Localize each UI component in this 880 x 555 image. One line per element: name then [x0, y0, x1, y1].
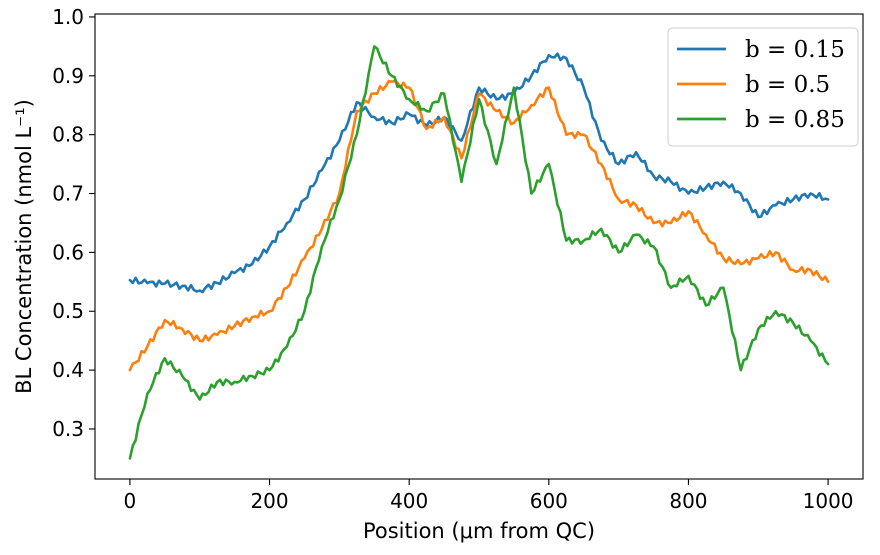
y-tick-label: 0.8	[52, 123, 84, 147]
x-tick-label: 1000	[803, 489, 854, 513]
x-tick-label: 600	[530, 489, 568, 513]
x-tick-label: 0	[124, 489, 137, 513]
y-tick-label: 0.6	[52, 240, 84, 264]
y-tick-label: 0.7	[52, 182, 84, 206]
y-tick-label: 0.4	[52, 358, 84, 382]
series-layer	[128, 45, 830, 460]
x-tick-label: 800	[669, 489, 707, 513]
y-tick-label: 0.3	[52, 417, 84, 441]
x-tick-label: 400	[390, 489, 428, 513]
y-axis-ticks: 0.3 0.4 0.5 0.6 0.7 0.8 0.9 1.0	[52, 5, 95, 441]
series-line-3	[128, 45, 830, 460]
series-line-1	[128, 52, 830, 294]
y-tick-label: 1.0	[52, 5, 84, 29]
legend-box	[667, 27, 859, 147]
legend-label-3: b = 0.85	[745, 107, 845, 133]
y-tick-label: 0.5	[52, 299, 84, 323]
legend-label-2: b = 0.5	[745, 72, 830, 98]
legend-label-1: b = 0.15	[745, 37, 845, 63]
y-axis-label: BL Concentration (nmol L⁻¹)	[12, 99, 36, 394]
x-axis-label: Position (μm from QC)	[363, 519, 595, 543]
x-axis-ticks: 0 200 400 600 800 1000	[124, 479, 854, 513]
series-line-2	[128, 79, 830, 372]
y-tick-label: 0.9	[52, 64, 84, 88]
x-tick-label: 200	[250, 489, 288, 513]
legend: b = 0.15 b = 0.5 b = 0.85	[667, 27, 859, 147]
plot-frame	[94, 13, 864, 480]
